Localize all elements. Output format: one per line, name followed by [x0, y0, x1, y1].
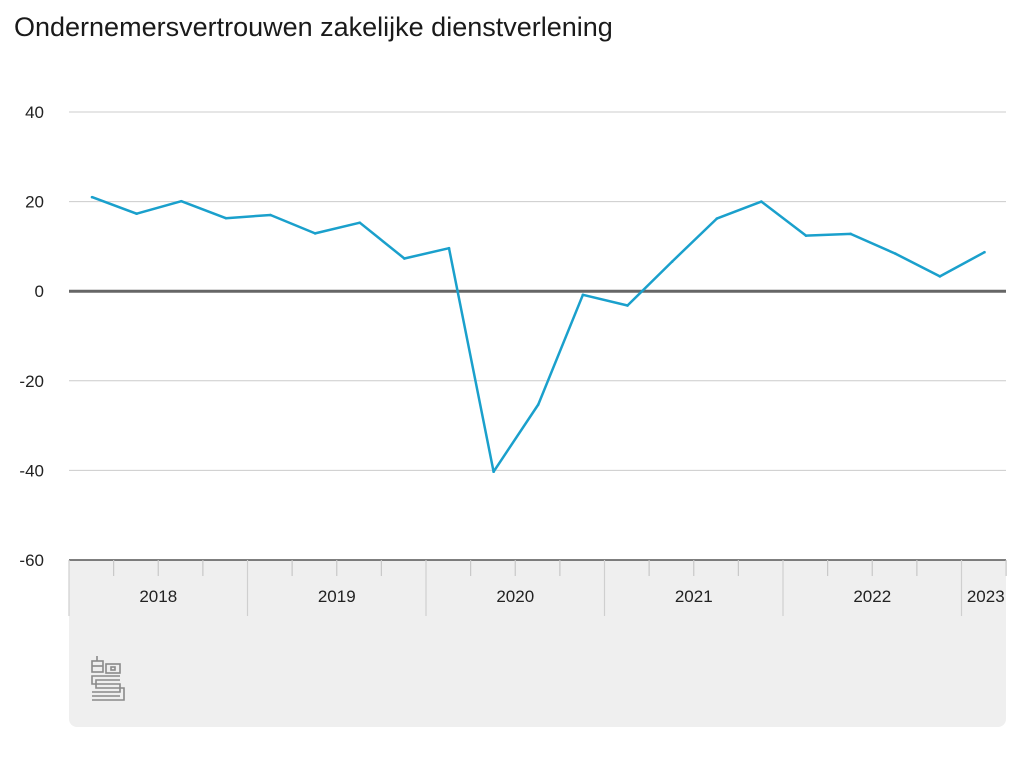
- chart-title: Ondernemersvertrouwen zakelijke dienstve…: [14, 12, 613, 42]
- data-point: [581, 293, 585, 297]
- data-point: [760, 200, 763, 203]
- grid-lines: [69, 111, 1006, 471]
- data-point: [358, 221, 362, 224]
- x-year-label: 2018: [139, 587, 177, 606]
- data-point: [447, 246, 451, 250]
- series-line: [91, 195, 986, 473]
- data-point: [135, 212, 138, 215]
- y-tick-label: 0: [35, 282, 44, 301]
- data-point: [670, 260, 674, 263]
- x-axis-band-top: [69, 560, 1006, 572]
- x-year-label: 2021: [675, 587, 713, 606]
- x-year-label: 2019: [318, 587, 356, 606]
- data-point: [492, 470, 495, 474]
- data-point: [938, 275, 942, 278]
- data-point: [224, 216, 228, 220]
- series-layer: [90, 195, 986, 474]
- data-point: [715, 217, 719, 220]
- x-year-label: 2020: [496, 587, 534, 606]
- data-point: [983, 250, 986, 254]
- data-point: [90, 195, 94, 199]
- data-point: [536, 403, 540, 406]
- cbs-logo-icon: [91, 656, 125, 701]
- data-point: [849, 232, 852, 236]
- data-point: [626, 304, 629, 307]
- y-axis-tick-labels: 40 20 0 -20 -40 -60: [19, 103, 44, 570]
- y-tick-label: 20: [25, 193, 44, 212]
- y-tick-label: -60: [19, 551, 44, 570]
- data-point: [804, 234, 808, 237]
- data-point: [269, 213, 272, 217]
- x-axis: 2018 2019 2020 2021 2022 2023: [68, 559, 1007, 616]
- data-point: [893, 252, 897, 255]
- data-point: [179, 199, 183, 203]
- data-point: [313, 232, 317, 235]
- data-point: [403, 257, 406, 260]
- x-year-label: 2022: [853, 587, 891, 606]
- y-tick-label: -20: [19, 372, 44, 391]
- x-year-label: 2023: [967, 587, 1005, 606]
- y-tick-label: -40: [19, 461, 44, 480]
- x-axis-band: [69, 560, 1006, 727]
- y-tick-label: 40: [25, 103, 44, 122]
